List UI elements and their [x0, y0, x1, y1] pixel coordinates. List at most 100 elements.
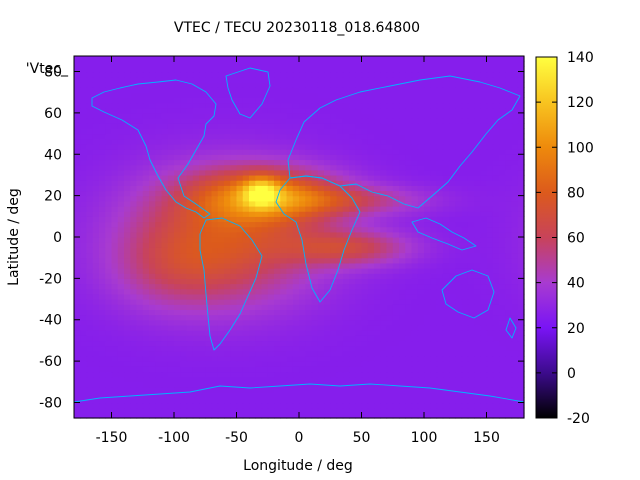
heatmap-cell: [517, 123, 525, 129]
heatmap-cell: [205, 107, 213, 114]
heatmap-cell: [161, 226, 169, 233]
heatmap-cell: [242, 247, 250, 254]
heatmap-cell: [217, 143, 225, 150]
heatmap-cell: [455, 407, 463, 414]
heatmap-cell: [305, 118, 313, 124]
heatmap-cell: [436, 366, 444, 373]
heatmap-cell: [180, 262, 188, 269]
heatmap-cell: [130, 102, 138, 109]
heatmap-cell: [242, 200, 250, 207]
heatmap-cell: [205, 81, 213, 88]
heatmap-cell: [180, 355, 188, 362]
heatmap-cell: [392, 355, 400, 362]
heatmap-cell: [205, 185, 213, 192]
heatmap-cell: [261, 81, 269, 88]
heatmap-cell: [130, 361, 138, 367]
heatmap-cell: [124, 299, 131, 305]
heatmap-cell: [311, 190, 319, 197]
heatmap-cell: [449, 268, 456, 274]
heatmap-cell: [311, 268, 319, 274]
heatmap-cell: [186, 386, 194, 393]
heatmap-cell: [342, 407, 350, 414]
heatmap-cell: [292, 319, 300, 326]
heatmap-cell: [461, 123, 469, 129]
heatmap-cell: [467, 288, 475, 295]
heatmap-cell: [436, 205, 444, 212]
heatmap-cell: [336, 376, 344, 383]
heatmap-cell: [155, 102, 163, 109]
heatmap-cell: [205, 97, 213, 104]
heatmap-cell: [380, 133, 388, 140]
heatmap-cell: [392, 340, 400, 347]
heatmap-cell: [111, 376, 119, 383]
heatmap-cell: [255, 143, 263, 150]
heatmap-cell: [380, 195, 388, 202]
heatmap-cell: [517, 340, 525, 347]
heatmap-cell: [330, 268, 338, 274]
heatmap-cell: [317, 340, 325, 347]
heatmap-cell: [292, 247, 300, 254]
heatmap-cell: [430, 169, 438, 176]
heatmap-cell: [305, 159, 313, 166]
heatmap-cell: [324, 107, 331, 114]
heatmap-cell: [317, 195, 325, 202]
heatmap-cell: [267, 174, 275, 181]
heatmap-cell: [336, 324, 344, 331]
heatmap-cell: [386, 133, 394, 140]
heatmap-cell: [249, 252, 256, 259]
heatmap-cell: [455, 392, 463, 398]
heatmap-cell: [474, 397, 481, 404]
heatmap-cell: [405, 381, 413, 388]
heatmap-cell: [149, 231, 156, 238]
heatmap-cell: [111, 314, 119, 321]
heatmap-cell: [461, 185, 469, 192]
heatmap-cell: [486, 309, 494, 316]
heatmap-cell: [286, 205, 294, 212]
heatmap-cell: [249, 195, 256, 202]
heatmap-cell: [467, 138, 475, 145]
heatmap-cell: [380, 216, 388, 223]
heatmap-cell: [280, 169, 288, 176]
heatmap-cell: [361, 407, 369, 414]
heatmap-cell: [136, 81, 144, 88]
heatmap-cell: [186, 169, 194, 176]
heatmap-cell: [374, 112, 381, 119]
heatmap-cell: [467, 252, 475, 259]
heatmap-cell: [436, 92, 444, 98]
heatmap-cell: [461, 366, 469, 373]
heatmap-cell: [367, 252, 375, 259]
heatmap-cell: [111, 299, 119, 305]
heatmap-cell: [511, 149, 519, 155]
heatmap-cell: [380, 402, 388, 409]
heatmap-cell: [361, 386, 369, 393]
heatmap-cell: [255, 340, 263, 347]
heatmap-cell: [124, 87, 131, 93]
heatmap-cell: [436, 174, 444, 181]
heatmap-cell: [161, 335, 169, 342]
heatmap-cell: [280, 319, 288, 326]
heatmap-cell: [455, 185, 463, 192]
heatmap-cell: [142, 112, 150, 119]
heatmap-cell: [455, 112, 463, 119]
heatmap-cell: [305, 288, 313, 295]
heatmap-cell: [199, 76, 206, 83]
heatmap-cell: [205, 154, 213, 161]
heatmap-cell: [499, 288, 506, 295]
heatmap-cell: [367, 180, 375, 186]
heatmap-cell: [117, 143, 125, 150]
heatmap-cell: [261, 87, 269, 93]
heatmap-cell: [249, 118, 256, 124]
heatmap-cell: [511, 319, 519, 326]
heatmap-cell: [361, 293, 369, 300]
heatmap-cell: [386, 205, 394, 212]
heatmap-cell: [161, 237, 169, 243]
heatmap-cell: [467, 407, 475, 414]
heatmap-cell: [405, 159, 413, 166]
heatmap-cell: [361, 355, 369, 362]
heatmap-cell: [517, 200, 525, 207]
heatmap-cell: [205, 143, 213, 150]
heatmap-cell: [267, 71, 275, 78]
heatmap-cell: [361, 123, 369, 129]
heatmap-cell: [330, 112, 338, 119]
heatmap-cell: [286, 412, 294, 419]
